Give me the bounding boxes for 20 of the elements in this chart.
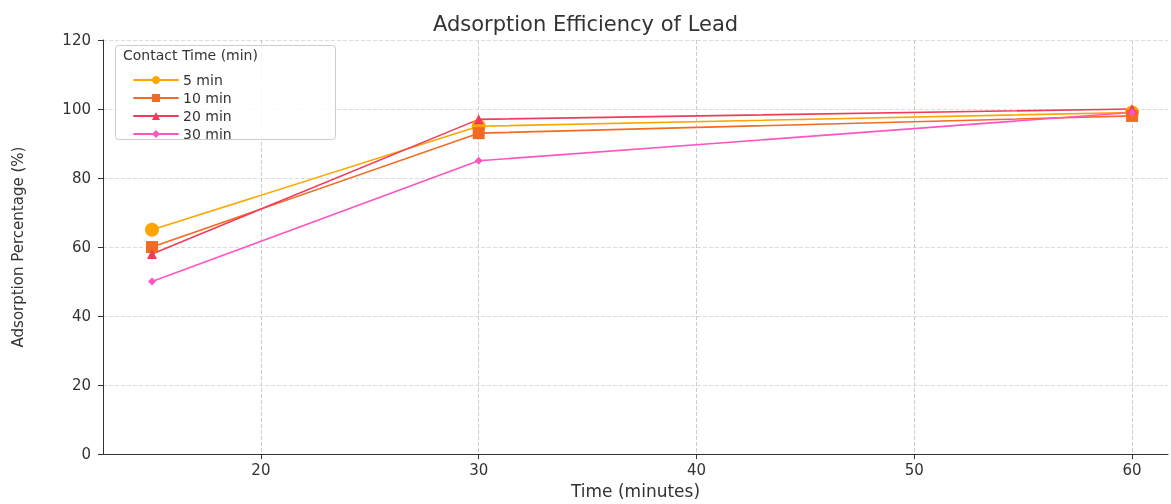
legend-label: 30 min <box>183 126 232 142</box>
legend-label: 5 min <box>183 72 223 88</box>
y-tick-label: 120 <box>62 31 91 49</box>
x-tick-label: 60 <box>1122 460 1142 479</box>
x-axis-title: Time (minutes) <box>569 480 701 501</box>
y-axis-title: Adsorption Percentage (%) <box>8 146 27 348</box>
y-tick-label: 40 <box>71 307 91 326</box>
y-tick-label: 80 <box>71 169 91 188</box>
legend-title: Contact Time (min) <box>123 47 258 63</box>
legend-label: 20 min <box>183 108 232 124</box>
x-tick-label: 30 <box>469 460 489 479</box>
y-tick-label: 60 <box>71 238 91 257</box>
x-tick-label: 50 <box>904 460 924 479</box>
y-tick-label: 100 <box>62 100 91 119</box>
y-tick-label: 0 <box>81 445 91 464</box>
chart-title: Adsorption Efficiency of Lead <box>432 11 739 36</box>
x-tick-label: 40 <box>686 460 707 479</box>
x-tick-label: 20 <box>251 460 271 479</box>
legend-label: 10 min <box>183 90 232 106</box>
y-tick-label: 20 <box>71 376 91 395</box>
